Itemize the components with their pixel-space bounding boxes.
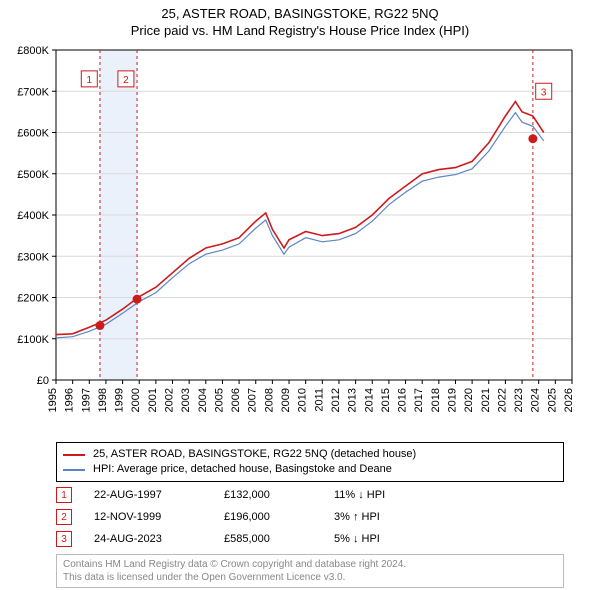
footer: Contains HM Land Registry data © Crown c… [56, 554, 564, 588]
svg-text:2000: 2000 [130, 388, 142, 412]
svg-text:2009: 2009 [280, 388, 292, 412]
svg-text:2025: 2025 [546, 388, 558, 412]
svg-text:2: 2 [123, 75, 129, 86]
legend-label-hpi: HPI: Average price, detached house, Basi… [93, 462, 392, 477]
svg-text:2003: 2003 [180, 388, 192, 412]
title-block: 25, ASTER ROAD, BASINGSTOKE, RG22 5NQ Pr… [0, 0, 600, 38]
svg-text:1995: 1995 [47, 388, 59, 412]
svg-text:2024: 2024 [530, 388, 542, 412]
svg-text:£200K: £200K [17, 293, 49, 305]
footer-line-2: This data is licensed under the Open Gov… [63, 571, 557, 584]
svg-text:2006: 2006 [230, 388, 242, 412]
svg-text:2019: 2019 [446, 388, 458, 412]
sale-badge-2: 2 [56, 509, 72, 525]
svg-text:£100K: £100K [17, 334, 49, 346]
svg-text:2015: 2015 [380, 388, 392, 412]
sale-diff-2: 3% ↑ HPI [334, 511, 444, 523]
legend-swatch-hpi [63, 469, 85, 471]
svg-text:2001: 2001 [147, 388, 159, 412]
svg-text:2021: 2021 [480, 388, 492, 412]
sale-diff-3: 5% ↓ HPI [334, 533, 444, 545]
svg-text:2022: 2022 [496, 388, 508, 412]
svg-text:2020: 2020 [463, 388, 475, 412]
svg-text:1997: 1997 [80, 388, 92, 412]
svg-text:£300K: £300K [17, 251, 49, 263]
svg-text:2014: 2014 [363, 388, 375, 412]
sale-date-2: 12-NOV-1999 [94, 511, 224, 523]
sale-badge-1: 1 [56, 487, 72, 503]
svg-text:2018: 2018 [430, 388, 442, 412]
svg-text:£500K: £500K [17, 169, 49, 181]
sale-price-1: £132,000 [224, 489, 334, 501]
svg-text:2007: 2007 [247, 388, 259, 412]
svg-text:1998: 1998 [97, 388, 109, 412]
legend: 25, ASTER ROAD, BASINGSTOKE, RG22 5NQ (d… [56, 442, 564, 482]
svg-text:1996: 1996 [64, 388, 76, 412]
sale-row-2: 2 12-NOV-1999 £196,000 3% ↑ HPI [56, 506, 564, 528]
svg-text:£400K: £400K [17, 210, 49, 222]
svg-text:2023: 2023 [513, 388, 525, 412]
svg-text:2011: 2011 [313, 388, 325, 412]
legend-item-subject: 25, ASTER ROAD, BASINGSTOKE, RG22 5NQ (d… [63, 447, 557, 462]
svg-text:1: 1 [87, 75, 93, 86]
svg-text:£0: £0 [37, 375, 49, 387]
title-subtitle: Price paid vs. HM Land Registry's House … [0, 23, 600, 38]
legend-label-subject: 25, ASTER ROAD, BASINGSTOKE, RG22 5NQ (d… [93, 447, 416, 462]
sale-badge-3: 3 [56, 531, 72, 547]
svg-text:2016: 2016 [397, 388, 409, 412]
legend-swatch-subject [63, 454, 85, 456]
svg-text:2002: 2002 [164, 388, 176, 412]
svg-text:£800K: £800K [17, 45, 49, 57]
title-address: 25, ASTER ROAD, BASINGSTOKE, RG22 5NQ [0, 6, 600, 21]
svg-text:2004: 2004 [197, 388, 209, 412]
sales-table: 1 22-AUG-1997 £132,000 11% ↓ HPI 2 12-NO… [56, 484, 564, 550]
page: 25, ASTER ROAD, BASINGSTOKE, RG22 5NQ Pr… [0, 0, 600, 590]
sale-row-1: 1 22-AUG-1997 £132,000 11% ↓ HPI [56, 484, 564, 506]
sale-date-3: 24-AUG-2023 [94, 533, 224, 545]
svg-text:£600K: £600K [17, 128, 49, 140]
svg-text:2008: 2008 [263, 388, 275, 412]
line-chart: £0 £100K £200K £300K £400K £500K £600K £700K £80… [0, 44, 600, 436]
svg-text:3: 3 [541, 87, 547, 98]
sale-diff-1: 11% ↓ HPI [334, 489, 444, 501]
svg-text:£700K: £700K [17, 86, 49, 98]
sale-price-3: £585,000 [224, 533, 334, 545]
svg-text:2013: 2013 [347, 388, 359, 412]
sale-price-2: £196,000 [224, 511, 334, 523]
legend-item-hpi: HPI: Average price, detached house, Basi… [63, 462, 557, 477]
svg-text:2005: 2005 [213, 388, 225, 412]
sale-date-1: 22-AUG-1997 [94, 489, 224, 501]
footer-line-1: Contains HM Land Registry data © Crown c… [63, 558, 557, 571]
svg-text:2012: 2012 [330, 388, 342, 412]
svg-text:2026: 2026 [563, 388, 575, 412]
svg-text:2010: 2010 [297, 388, 309, 412]
sale-row-3: 3 24-AUG-2023 £585,000 5% ↓ HPI [56, 528, 564, 550]
svg-text:2017: 2017 [413, 388, 425, 412]
svg-text:1999: 1999 [114, 388, 126, 412]
chart-svg: £0 £100K £200K £300K £400K £500K £600K £700K £80… [0, 44, 600, 436]
